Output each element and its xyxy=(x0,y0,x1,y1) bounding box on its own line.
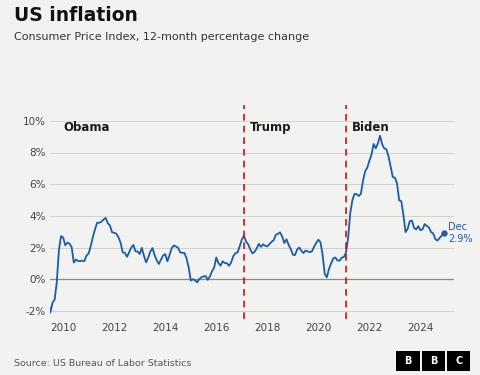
Text: Biden: Biden xyxy=(351,121,389,134)
Text: US inflation: US inflation xyxy=(14,6,138,25)
Text: Trump: Trump xyxy=(250,121,291,134)
Text: Obama: Obama xyxy=(63,121,109,134)
Text: B: B xyxy=(404,356,412,366)
Text: C: C xyxy=(455,356,463,366)
Text: Source: US Bureau of Labor Statistics: Source: US Bureau of Labor Statistics xyxy=(14,359,192,368)
Text: Consumer Price Index, 12-month percentage change: Consumer Price Index, 12-month percentag… xyxy=(14,32,310,42)
Text: B: B xyxy=(430,356,437,366)
Text: Dec
2.9%: Dec 2.9% xyxy=(448,222,473,245)
